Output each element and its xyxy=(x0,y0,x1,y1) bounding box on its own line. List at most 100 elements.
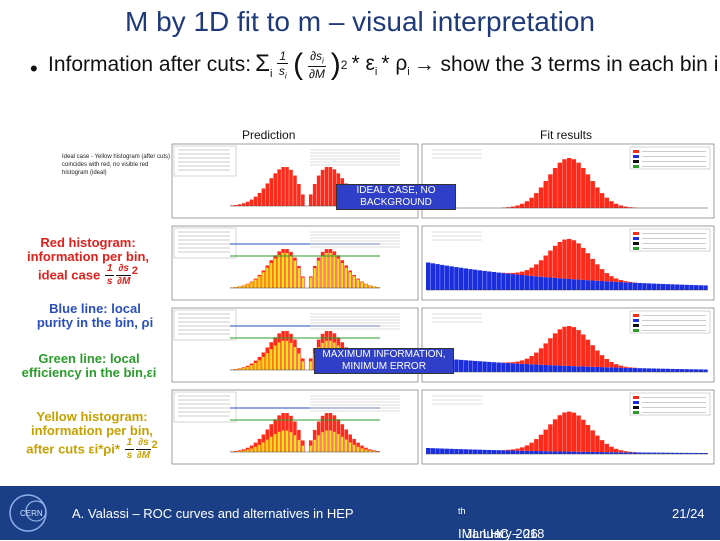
blue-background-bin xyxy=(553,278,557,290)
yellow-bin xyxy=(361,282,363,288)
blue-background-bin xyxy=(562,452,566,454)
paren-open: ( xyxy=(293,50,303,80)
blue-background-bin xyxy=(445,449,449,454)
red-signal-bin xyxy=(614,449,618,452)
red-signal-bin xyxy=(506,362,510,363)
blue-background-bin xyxy=(670,284,674,290)
blue-background-bin xyxy=(675,284,679,290)
yellow-bin xyxy=(302,278,304,288)
red-signal-bin xyxy=(520,447,524,450)
blue-background-bin xyxy=(478,270,482,290)
red-signal-bin xyxy=(619,205,623,208)
blue-background-bin xyxy=(525,364,529,372)
blue-background-bin xyxy=(426,448,430,454)
blue-background-bin xyxy=(525,275,529,290)
red-signal-bin xyxy=(539,187,543,208)
red-signal-bin xyxy=(591,181,595,208)
blue-background-bin xyxy=(558,451,562,454)
red-signal-bin xyxy=(595,351,599,367)
blue-background-bin xyxy=(454,449,458,454)
red-signal-bin xyxy=(623,451,627,452)
blue-background-bin xyxy=(511,451,515,454)
red-bin xyxy=(250,200,254,206)
blue-background-bin xyxy=(638,368,642,372)
blue-background-bin xyxy=(548,451,552,454)
blue-background-bin xyxy=(642,283,646,290)
blue-background-bin xyxy=(591,280,595,290)
blue-background-bin xyxy=(591,452,595,454)
legend-swatch xyxy=(633,150,639,153)
yellow-bin xyxy=(286,431,288,452)
blue-background-bin xyxy=(468,269,472,290)
blue-background-bin xyxy=(614,282,618,290)
legend-swatch xyxy=(633,406,639,409)
fit-legend xyxy=(630,229,710,251)
red-signal-bin xyxy=(562,240,566,279)
fit-column xyxy=(412,142,717,482)
red-signal-bin xyxy=(525,201,529,208)
yellow-bin xyxy=(313,268,315,288)
blue-background-bin xyxy=(553,365,557,372)
slide-title: M by 1D fit to m – visual interpretation xyxy=(0,6,720,38)
yellow-bin xyxy=(254,280,256,288)
blue-background-bin xyxy=(464,449,468,454)
blue-background-bin xyxy=(656,369,660,372)
red-signal-bin xyxy=(539,260,543,276)
yellow-bin xyxy=(349,272,351,288)
blue-background-bin xyxy=(652,284,656,290)
red-signal-bin xyxy=(600,193,604,208)
red-signal-bin xyxy=(609,276,613,281)
red-bin xyxy=(269,178,273,206)
yellow-bin xyxy=(294,261,296,288)
yellow-bin xyxy=(258,445,260,452)
legend-swatch xyxy=(633,237,639,240)
yellow-bin xyxy=(294,435,296,452)
blue-background-bin xyxy=(605,367,609,372)
yellow-bin xyxy=(242,286,244,288)
blue-background-bin xyxy=(515,364,519,372)
blue-background-bin xyxy=(567,279,571,290)
blue-background-bin xyxy=(501,273,505,290)
red-bin xyxy=(329,167,333,206)
yellow-bin xyxy=(262,272,264,288)
legend-swatch xyxy=(633,324,639,327)
blue-background-bin xyxy=(595,281,599,290)
blue-background-bin xyxy=(586,367,590,372)
blue-background-bin xyxy=(506,363,510,372)
red-signal-bin xyxy=(529,268,533,276)
formula-intro: Information after cuts: xyxy=(48,53,251,77)
blue-background-bin xyxy=(506,450,510,454)
blue-background-bin xyxy=(661,284,665,290)
blue-background-bin xyxy=(534,365,538,372)
red-signal-bin xyxy=(628,452,632,453)
blue-background-bin xyxy=(544,277,548,290)
paren-close: ) xyxy=(331,50,341,80)
blue-background-bin xyxy=(581,452,585,454)
yellow-bin xyxy=(262,442,264,452)
red-signal-bin xyxy=(539,435,543,451)
yellow-bin xyxy=(325,431,327,452)
red-signal-bin xyxy=(525,359,529,364)
red-signal-bin xyxy=(515,273,519,275)
mult-rho: * ρi xyxy=(381,52,409,78)
blue-background-bin xyxy=(445,266,449,290)
blue-background-bin xyxy=(492,362,496,372)
blue-background-bin xyxy=(459,360,463,372)
blue-background-bin xyxy=(666,369,670,372)
yellow-bin xyxy=(270,437,272,452)
red-signal-bin xyxy=(525,270,529,275)
blue-background-bin xyxy=(454,359,458,372)
blue-background-bin xyxy=(515,275,519,290)
legend-swatch xyxy=(633,247,639,250)
blue-background-bin xyxy=(478,450,482,454)
yellow-bin xyxy=(329,431,331,452)
blue-background-bin xyxy=(680,369,684,372)
cern-logo-icon: CERN xyxy=(6,489,56,537)
blue-background-bin xyxy=(487,271,491,290)
yellow-bin xyxy=(290,255,292,288)
yellow-bin xyxy=(290,432,292,452)
blue-background-bin xyxy=(440,449,444,454)
yellow-bin xyxy=(310,361,312,370)
blue-background-bin xyxy=(529,364,533,372)
yellow-bin xyxy=(270,349,272,370)
